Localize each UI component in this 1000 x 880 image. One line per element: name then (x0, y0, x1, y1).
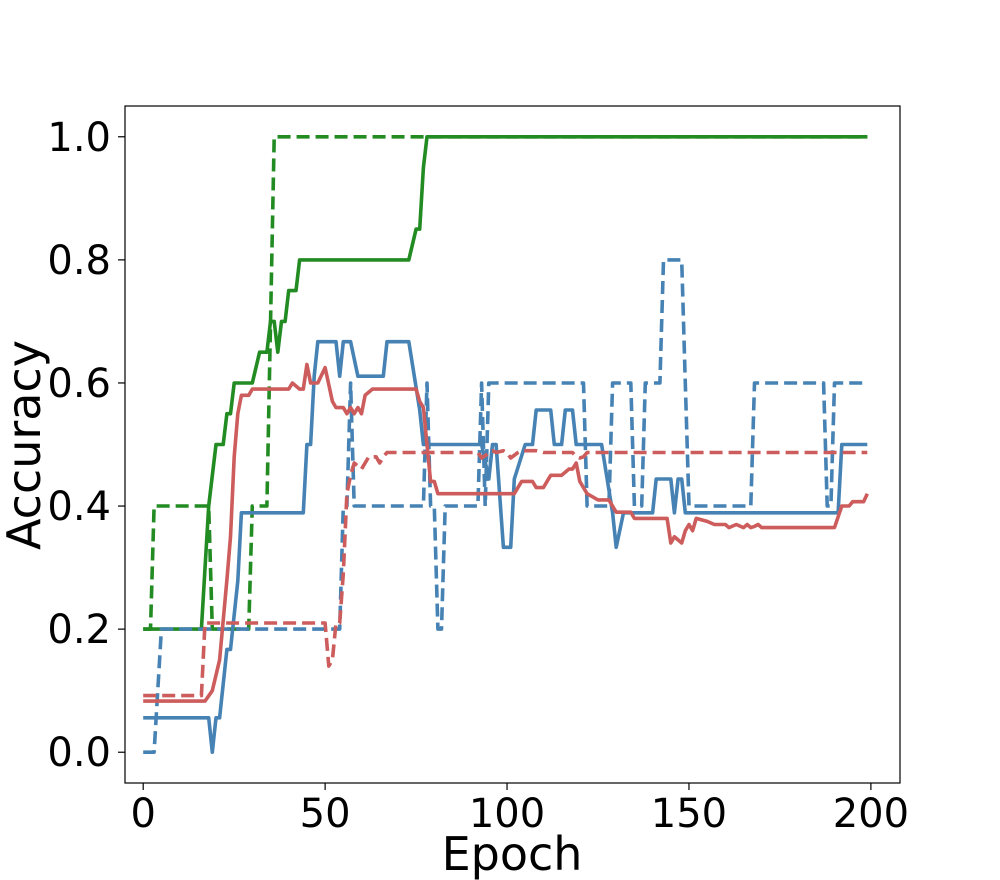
series-layer (143, 135, 869, 754)
series-line-1-solid (143, 135, 868, 631)
y-tick-label: 0.8 (47, 238, 111, 284)
y-axis-title: Accuracy (0, 340, 51, 550)
x-tick-label: 200 (833, 791, 909, 837)
series-line-2-dashed (143, 135, 868, 631)
x-tick-label: 50 (300, 791, 351, 837)
x-tick-label: 150 (651, 791, 727, 837)
series-line-5-solid (143, 362, 869, 703)
series-line-6-dashed (143, 448, 868, 698)
y-tick-label: 1.0 (47, 115, 111, 161)
x-axis-title: Epoch (442, 827, 583, 880)
x-axis-ticks: 0 50 100 150 200 (130, 783, 909, 837)
y-tick-label: 0.0 (47, 730, 111, 776)
x-tick-label: 0 (130, 791, 155, 837)
plot-background (125, 106, 900, 783)
y-tick-label: 0.6 (47, 361, 111, 407)
y-axis-ticks: 0.0 0.2 0.4 0.6 0.8 1.0 (47, 115, 125, 776)
y-tick-label: 0.2 (47, 607, 111, 653)
x-tick-label: 100 (469, 791, 545, 837)
y-tick-label: 0.4 (47, 484, 111, 530)
series-line-4-dashed (143, 258, 868, 754)
plot-frame (124, 105, 901, 784)
series-line-3-solid (143, 339, 868, 754)
